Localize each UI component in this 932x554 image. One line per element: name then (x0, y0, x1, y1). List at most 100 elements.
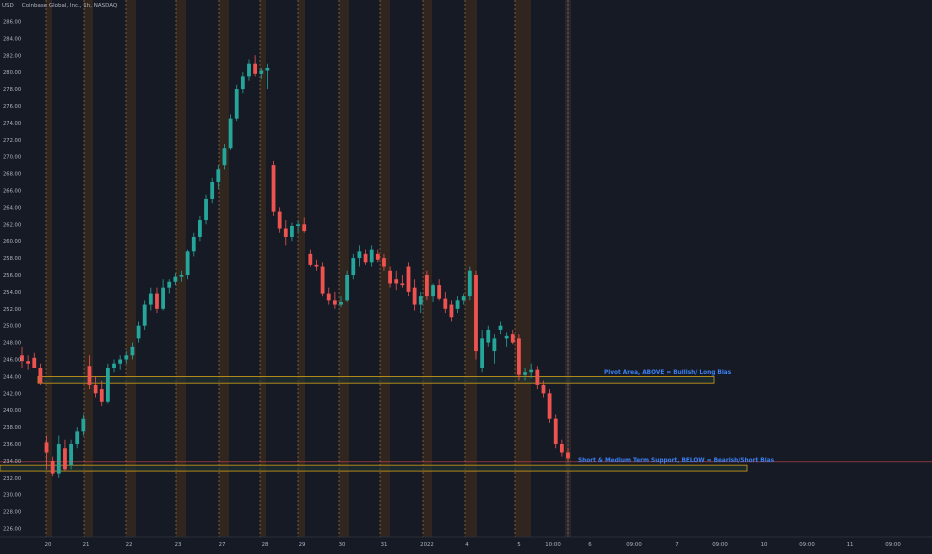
candle-body (443, 298, 448, 309)
candle-body (99, 389, 104, 402)
candle (412, 279, 417, 311)
candle-body (56, 444, 61, 474)
price-tick-label: 226.00 (3, 527, 21, 533)
candle-body (375, 253, 380, 260)
candle-body (424, 275, 429, 297)
candle-body (38, 367, 43, 384)
session-band (260, 0, 266, 537)
candle-body (302, 224, 307, 232)
candle (504, 332, 509, 347)
session-band (423, 0, 432, 537)
price-tick-label: 242.00 (3, 391, 21, 397)
price-tick-label: 244.00 (3, 374, 21, 380)
price-tick-label: 282.00 (3, 53, 21, 59)
candle (240, 72, 245, 94)
candle (136, 321, 141, 343)
price-tick-label: 250.00 (3, 324, 21, 330)
candle-body (314, 264, 319, 267)
candle-body (81, 418, 86, 432)
candle (326, 287, 331, 305)
candle-body (105, 367, 110, 402)
candle-body (228, 118, 233, 149)
candle-body (535, 369, 540, 385)
price-tick-label: 256.00 (3, 273, 21, 279)
candle (339, 296, 343, 308)
candle-body (559, 444, 564, 453)
time-tick-label: 27 (219, 542, 226, 548)
candlestick-series (20, 55, 570, 478)
candle (155, 287, 159, 314)
candle (216, 165, 221, 189)
time-tick-label: 09:00 (885, 542, 901, 548)
price-tick-label: 266.00 (3, 188, 21, 194)
candle-body (204, 198, 208, 221)
session-band (46, 0, 52, 537)
candle (363, 249, 368, 265)
candle-body (357, 251, 362, 259)
time-tick-label: 22 (126, 542, 133, 548)
candle (87, 355, 92, 390)
candle-body (26, 361, 31, 364)
candle (124, 351, 129, 364)
session-band (465, 0, 477, 537)
candle (112, 359, 116, 373)
candle-body (320, 266, 325, 294)
candle (449, 300, 454, 322)
candle (179, 270, 184, 282)
candle (32, 352, 37, 368)
candle-body (326, 293, 331, 301)
candle-body (63, 448, 67, 470)
price-tick-label: 260.00 (3, 239, 21, 245)
price-tick-label: 252.00 (3, 307, 21, 313)
candle-body (222, 148, 227, 166)
candle-body (118, 359, 123, 364)
candle-body (69, 444, 73, 466)
session-band (126, 0, 136, 537)
session-band (380, 0, 390, 537)
candle-body (296, 224, 300, 226)
candle (314, 259, 319, 271)
candle (296, 220, 300, 233)
candle-body (339, 302, 343, 305)
price-tick-label: 230.00 (3, 493, 21, 499)
candle-body (553, 418, 558, 445)
price-tick-label: 268.00 (3, 172, 21, 178)
candle (461, 293, 466, 305)
candle-body (148, 293, 153, 305)
candle (118, 355, 123, 370)
candle (161, 279, 166, 311)
candle (455, 296, 460, 314)
price-tick-label: 270.00 (3, 155, 21, 161)
candle-body (461, 296, 466, 301)
candle (308, 249, 313, 267)
session-band (219, 0, 229, 537)
candle-body (547, 393, 552, 419)
candle (44, 435, 49, 470)
candle-body (283, 228, 288, 237)
candle-body (112, 363, 116, 368)
candle-body (431, 285, 435, 297)
candle-body (216, 169, 221, 183)
candle (345, 270, 350, 303)
candle-body (437, 285, 442, 299)
candle-body (418, 296, 423, 305)
candle (523, 367, 527, 381)
candle (93, 376, 98, 398)
candle (253, 55, 258, 77)
candle (406, 262, 411, 297)
time-tick-label: 10 (761, 542, 768, 548)
candle (566, 448, 570, 461)
symbol-info-bar: USD Coinbase Global, Inc., 1h, NASDAQ (2, 3, 117, 9)
candle (418, 291, 423, 314)
candle (277, 207, 282, 233)
session-band (84, 0, 93, 537)
session-band (339, 0, 349, 537)
candle-body (412, 287, 417, 305)
candle-body (523, 372, 527, 375)
candle-body (529, 369, 534, 373)
candle (486, 325, 491, 347)
price-tick-label: 240.00 (3, 408, 21, 414)
candle (375, 249, 380, 263)
